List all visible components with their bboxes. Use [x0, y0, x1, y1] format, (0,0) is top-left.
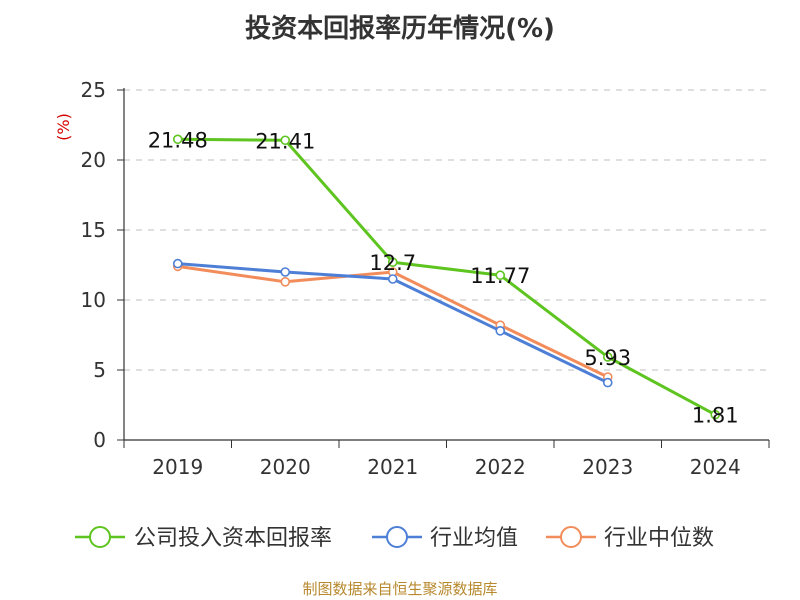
y-tick-label: 25 — [81, 78, 106, 102]
data-point-1-2 — [387, 274, 398, 284]
y-tick-label: 5 — [93, 358, 106, 382]
gridlines — [124, 89, 769, 371]
source-note: 制图数据来自恒生聚源数据库 — [302, 580, 498, 598]
data-point-2-1 — [280, 276, 291, 287]
data-point-0-3 — [495, 270, 506, 281]
y-tick-label: 10 — [81, 288, 106, 312]
x-tick-label-2022: 2022 — [475, 455, 526, 479]
legend-label-2: 行业中位数 — [604, 526, 714, 551]
data-point-1-3 — [495, 325, 506, 336]
data-point-1-4 — [602, 377, 613, 388]
legend-label-0: 公司投入资本回报率 — [134, 526, 332, 551]
data-labels: 21.48 21.41 12.7 11.77 5.93 1.81 — [148, 128, 739, 427]
y-tick-label: 0 — [93, 428, 106, 452]
chart-title: 投资本回报率历年情况(%) — [245, 14, 555, 44]
legend-marker-1 — [386, 526, 408, 548]
legend: 公司投入资本回报率 行业均值 行业中位数 — [75, 526, 714, 551]
legend-label-1: 行业均值 — [430, 526, 518, 551]
data-point-1-1 — [280, 267, 291, 277]
x-tick-label-2021: 2021 — [367, 455, 418, 479]
series — [172, 134, 721, 420]
data-point-0-4 — [602, 352, 613, 362]
y-tick-label: 20 — [81, 148, 106, 172]
data-label-2022: 11.77 — [470, 264, 530, 288]
data-point-0-0 — [172, 134, 183, 145]
legend-marker-0 — [89, 526, 111, 548]
x-tick-label-2019: 2019 — [152, 455, 203, 479]
data-label-2024: 1.81 — [692, 404, 739, 428]
x-tick-label-2023: 2023 — [582, 455, 633, 479]
data-point-0-5 — [710, 409, 721, 420]
data-label-2023: 5.93 — [584, 346, 631, 370]
axes: 0 5 10 15 20 25 2019 2020 2021 2022 2023 2024 — [81, 78, 770, 479]
data-point-0-1 — [280, 135, 291, 146]
x-tick-label-2020: 2020 — [260, 455, 311, 479]
series-line-0 — [177, 137, 716, 416]
data-point-0-2 — [387, 257, 398, 268]
legend-marker-2 — [560, 526, 582, 548]
data-label-2021: 12.7 — [369, 251, 416, 275]
y-tick-label: 15 — [81, 218, 106, 242]
y-axis-title: (%) — [54, 113, 73, 141]
x-tick-label-2024: 2024 — [690, 455, 741, 479]
data-label-2019: 21.48 — [148, 128, 208, 152]
data-label-2020: 21.41 — [255, 129, 315, 153]
data-point-1-0 — [172, 258, 183, 269]
